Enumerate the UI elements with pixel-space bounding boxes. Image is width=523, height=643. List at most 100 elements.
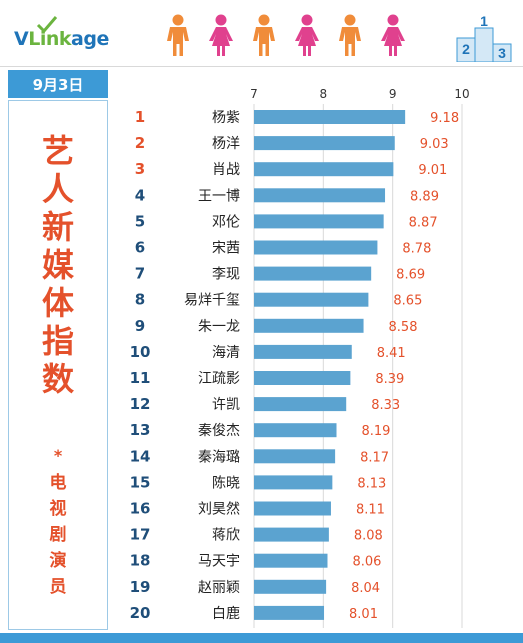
bar xyxy=(254,527,329,542)
rank-label: 8 xyxy=(135,291,145,309)
bottom-bar xyxy=(0,633,523,643)
chart-row: 8 易烊千玺 8.65 xyxy=(135,291,423,309)
side-subtitle-char: 剧 xyxy=(49,525,67,545)
svg-text:2: 2 xyxy=(462,41,470,57)
value-label: 8.01 xyxy=(349,607,378,622)
bar xyxy=(254,397,347,412)
rank-label: 18 xyxy=(130,552,151,570)
rank-label: 4 xyxy=(135,186,145,204)
x-tick-label: 9 xyxy=(389,87,397,101)
rank-label: 20 xyxy=(130,604,151,622)
side-subtitle-char: 视 xyxy=(49,499,67,519)
people-icons xyxy=(167,14,405,56)
brand-logo-age: age xyxy=(71,28,109,50)
value-label: 9.18 xyxy=(430,111,459,126)
bar xyxy=(254,553,328,568)
side-star: * xyxy=(53,446,63,465)
category-label: 秦俊杰 xyxy=(198,423,240,439)
category-label: 宋茜 xyxy=(212,241,240,257)
chart-x-ticks: 7 8 9 10 xyxy=(250,87,469,101)
value-label: 8.19 xyxy=(362,424,391,439)
side-subtitle: 电视剧演员 xyxy=(8,470,108,600)
bar xyxy=(254,579,327,594)
category-label: 李现 xyxy=(212,267,240,283)
bar xyxy=(254,475,333,490)
value-label: 8.39 xyxy=(375,372,404,387)
chart-rows: 1 杨紫 9.18 2 杨洋 9.03 3 肖战 9.01 4 王一博 8.89 5 邓伦 8.87 6 宋茜 8… xyxy=(130,108,460,622)
category-label: 杨洋 xyxy=(212,136,240,152)
male-figure-icon xyxy=(253,14,275,56)
x-tick-label: 10 xyxy=(454,87,469,101)
female-figure-icon xyxy=(381,14,405,56)
value-label: 8.87 xyxy=(409,215,438,230)
side-title-char: 人 xyxy=(41,170,74,208)
category-label: 白鹿 xyxy=(212,605,240,622)
category-label: 许凯 xyxy=(212,397,240,413)
rank-label: 5 xyxy=(135,212,145,230)
side-title-char: 指 xyxy=(41,322,74,360)
brand-logo-v: V xyxy=(14,28,29,50)
chart-row: 6 宋茜 8.78 xyxy=(135,239,432,257)
podium-icon: 1 2 3 xyxy=(456,14,512,62)
side-subtitle-char: 演 xyxy=(49,551,67,571)
bar xyxy=(254,188,386,203)
category-label: 陈晓 xyxy=(212,474,240,491)
bar xyxy=(254,318,364,333)
chart-row: 11 江疏影 8.39 xyxy=(130,369,405,387)
rank-label: 2 xyxy=(135,134,145,152)
bar xyxy=(254,292,369,307)
chart-row: 18 马天宇 8.06 xyxy=(130,552,382,570)
rank-label: 9 xyxy=(135,317,145,335)
bar xyxy=(254,162,394,177)
category-label: 朱一龙 xyxy=(198,319,240,335)
category-label: 赵丽颖 xyxy=(198,580,240,596)
female-figure-icon xyxy=(295,14,319,56)
chart-row: 3 肖战 9.01 xyxy=(135,160,448,178)
category-label: 杨紫 xyxy=(212,110,240,126)
male-figure-icon xyxy=(167,14,189,56)
rank-label: 14 xyxy=(130,447,151,465)
value-label: 8.65 xyxy=(393,294,422,309)
svg-text:1: 1 xyxy=(480,14,488,29)
side-title-char: 媒 xyxy=(41,246,74,284)
value-label: 8.41 xyxy=(377,346,406,361)
bar xyxy=(254,371,351,385)
x-tick-label: 8 xyxy=(320,87,328,101)
chart-row: 13 秦俊杰 8.19 xyxy=(130,421,391,439)
male-figure-icon xyxy=(339,14,361,56)
bar xyxy=(254,214,384,229)
side-subtitle-char: 员 xyxy=(49,577,67,597)
value-label: 8.78 xyxy=(402,242,431,257)
chart-row: 7 李现 8.69 xyxy=(135,265,425,283)
value-label: 8.89 xyxy=(410,189,439,204)
side-title-char: 艺 xyxy=(41,132,74,170)
bar xyxy=(254,240,378,255)
rank-label: 12 xyxy=(130,395,151,413)
rank-label: 3 xyxy=(135,160,145,178)
value-label: 8.58 xyxy=(389,320,418,335)
chart-row: 14 秦海璐 8.17 xyxy=(130,447,390,465)
female-figure-icon xyxy=(209,14,233,56)
bar xyxy=(254,266,372,281)
rank-label: 19 xyxy=(130,578,151,596)
value-label: 9.01 xyxy=(418,163,447,178)
bar xyxy=(254,449,336,464)
category-label: 蒋欣 xyxy=(212,528,240,544)
x-tick-label: 7 xyxy=(250,87,258,101)
side-title-char: 数 xyxy=(41,360,74,398)
value-label: 8.06 xyxy=(352,555,381,570)
rank-label: 15 xyxy=(130,473,151,491)
value-label: 8.04 xyxy=(351,581,380,596)
chart-row: 16 刘昊然 8.11 xyxy=(130,500,385,518)
rank-label: 10 xyxy=(130,343,151,361)
bar xyxy=(254,344,352,359)
rank-label: 7 xyxy=(135,265,145,283)
value-label: 8.13 xyxy=(357,476,386,491)
side-title: 艺人新媒体指数 xyxy=(8,132,108,398)
side-subtitle-char: 电 xyxy=(49,473,67,493)
svg-text:3: 3 xyxy=(498,45,506,61)
brand-logo: VLinkage xyxy=(14,28,109,50)
side-title-char: 体 xyxy=(41,284,74,322)
chart-row: 10 海清 8.41 xyxy=(130,343,406,361)
